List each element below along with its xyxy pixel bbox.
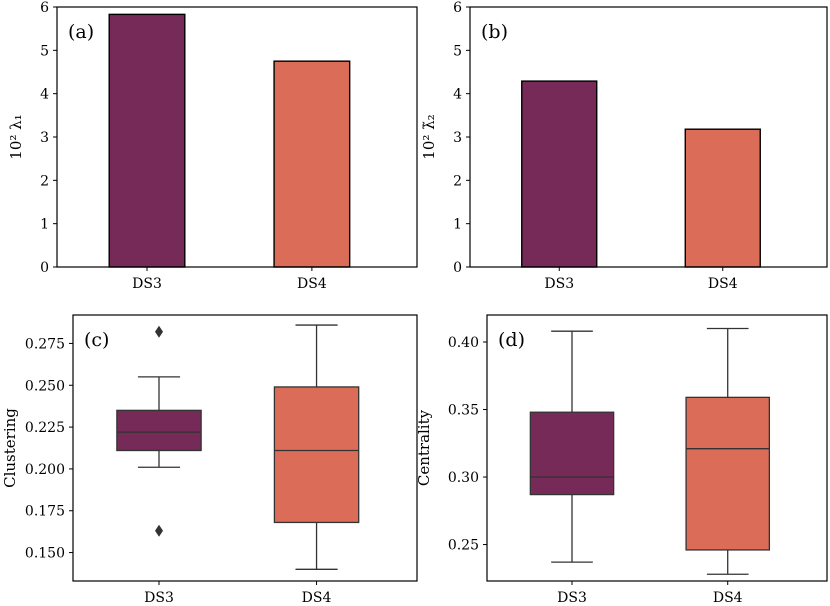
y-tick-label: 0.25 — [448, 538, 479, 554]
y-tick-label: 4 — [40, 87, 49, 103]
y-tick-label: 2 — [40, 173, 49, 189]
y-axis-label: Clustering — [1, 408, 19, 488]
panel-label: (d) — [498, 329, 525, 351]
iqr-box — [273, 386, 360, 524]
axes-frame — [72, 314, 418, 582]
bar-ds3 — [521, 80, 598, 268]
x-tick-label: DS3 — [557, 590, 587, 606]
x-tick-label: DS4 — [708, 276, 738, 292]
y-tick-label: 0.175 — [25, 504, 65, 520]
panel-a: 0 1 2 3 4 5 6 DS3 DS4 (a) 10² λ₁ — [7, 0, 418, 292]
y-tick-label: 1 — [453, 217, 462, 233]
y-tick-label: 0.150 — [25, 546, 65, 562]
box-ds3 — [529, 330, 615, 563]
bar-ds4 — [273, 60, 351, 268]
y-tick-label: 3 — [40, 130, 49, 146]
panel-label: (c) — [84, 329, 109, 351]
x-tick-label: DS4 — [713, 590, 743, 606]
x-tick-label: DS3 — [144, 590, 174, 606]
y-tick-label: 0.250 — [25, 378, 65, 394]
x-tick-label: DS4 — [297, 276, 327, 292]
iqr-box — [685, 396, 771, 551]
panel-c: 0.150 0.175 0.200 0.225 0.250 0.275 DS3 DS4 (c) C… — [1, 314, 418, 606]
axes-frame — [486, 314, 828, 582]
box-ds4 — [685, 327, 771, 575]
y-axis-label: 10² λ₁ — [7, 114, 25, 159]
iqr-box — [529, 411, 615, 496]
y-tick-label: 0.35 — [448, 403, 479, 419]
y-tick-label: 2 — [453, 173, 462, 189]
box-ds4 — [273, 324, 360, 570]
x-tick-label: DS3 — [132, 276, 162, 292]
iqr-box — [116, 409, 202, 452]
panel-d: 0.25 0.30 0.35 0.40 DS3 DS4 (d) Centrality — [415, 314, 828, 606]
y-axis-label: 10² λ̃₂ — [420, 114, 438, 159]
y-axis-label: Centrality — [415, 409, 433, 486]
y-tick-label: 0.275 — [25, 336, 65, 352]
y-tick-label: 1 — [40, 217, 49, 233]
y-tick-label: 0.40 — [448, 335, 479, 351]
panel-label: (b) — [481, 21, 508, 43]
y-tick-label: 5 — [40, 43, 49, 59]
y-tick-label: 0 — [453, 260, 462, 276]
y-tick-label: 6 — [40, 0, 49, 16]
outlier-marker — [155, 325, 163, 338]
y-tick-label: 0.200 — [25, 462, 65, 478]
panel-b: 0 1 2 3 4 5 6 DS3 DS4 (b) 10² λ̃₂ — [420, 0, 828, 292]
x-tick-label: DS4 — [302, 590, 332, 606]
y-tick-label: 3 — [453, 130, 462, 146]
panel-label: (a) — [68, 21, 94, 43]
box-ds3 — [116, 325, 202, 537]
y-tick-label: 5 — [453, 43, 462, 59]
y-tick-label: 6 — [453, 0, 462, 16]
bar-ds4 — [684, 128, 761, 268]
y-tick-label: 4 — [453, 87, 462, 103]
y-tick-label: 0.30 — [448, 470, 479, 486]
bar-ds3 — [108, 13, 186, 268]
x-tick-label: DS3 — [544, 276, 574, 292]
y-tick-label: 0 — [40, 260, 49, 276]
y-tick-label: 0.225 — [25, 420, 65, 436]
outlier-marker — [155, 524, 163, 537]
